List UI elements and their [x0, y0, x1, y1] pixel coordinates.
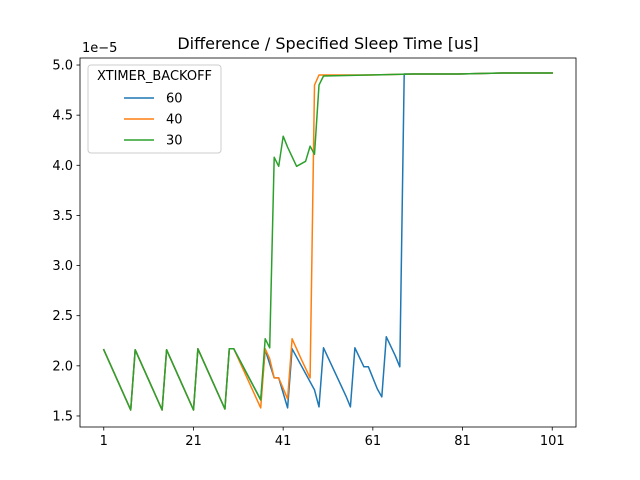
plot-area [102, 72, 553, 411]
x-tick-label: 41 [275, 434, 292, 449]
y-tick-label: 4.5 [52, 109, 73, 124]
series-line-30 [102, 72, 553, 411]
x-tick-label: 1 [100, 434, 108, 449]
y-offset-text: 1e−5 [82, 41, 117, 56]
y-tick-label: 1.5 [52, 409, 73, 424]
y-tick-label: 2.5 [52, 309, 73, 324]
y-tick-label: 4.0 [52, 159, 73, 174]
x-tick-label: 101 [540, 434, 565, 449]
legend-label-60: 60 [166, 92, 183, 107]
y-tick-label: 3.0 [52, 259, 73, 274]
x-tick-label: 81 [454, 434, 471, 449]
x-tick-label: 21 [185, 434, 202, 449]
legend: XTIMER_BACKOFF 60 40 30 [87, 64, 222, 154]
chart-title: Difference / Specified Sleep Time [us] [177, 34, 478, 53]
legend-label-30: 30 [166, 134, 183, 149]
y-tick-label: 2.0 [52, 359, 73, 374]
y-tick-label: 3.5 [52, 209, 73, 224]
legend-frame [87, 64, 222, 154]
legend-title: XTIMER_BACKOFF [97, 69, 212, 84]
axes-frame [79, 57, 577, 428]
axes: 1 21 41 61 81 101 1.5 2.0 2.5 3.0 3.5 4.0 4.5 5.0 [52, 57, 577, 449]
y-tick-label: 5.0 [52, 59, 73, 74]
legend-label-40: 40 [166, 113, 183, 128]
x-tick-label: 61 [365, 434, 382, 449]
